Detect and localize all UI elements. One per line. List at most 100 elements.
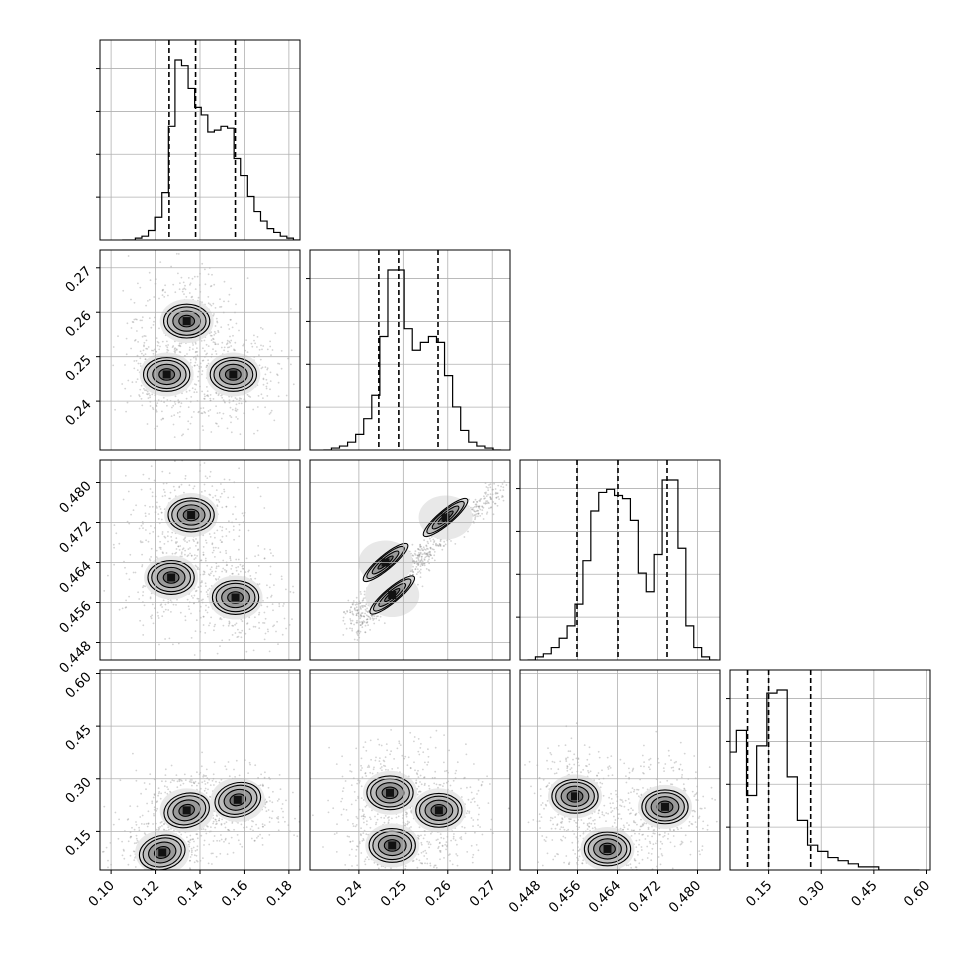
scatter-point <box>406 820 409 823</box>
scatter-point <box>356 609 359 611</box>
scatter-point <box>667 833 670 835</box>
scatter-point <box>174 552 177 555</box>
scatter-point <box>232 334 234 337</box>
scatter-point <box>229 414 232 417</box>
scatter-point <box>213 313 215 315</box>
scatter-point <box>423 855 426 857</box>
scatter-point <box>160 518 163 521</box>
scatter-point <box>181 434 183 437</box>
scatter-point <box>351 627 353 630</box>
scatter-point <box>221 570 224 573</box>
scatter-point <box>179 405 182 408</box>
scatter-point <box>383 881 385 883</box>
scatter-point <box>242 564 245 567</box>
scatter-point <box>282 605 284 607</box>
scatter-point <box>123 560 125 563</box>
scatter-point <box>420 841 423 844</box>
scatter-point <box>195 358 198 361</box>
scatter-point <box>179 545 182 547</box>
scatter-point <box>475 844 478 846</box>
scatter-point <box>157 617 160 619</box>
scatter-point <box>282 816 284 819</box>
scatter-point <box>212 398 215 400</box>
density-peak <box>162 370 171 379</box>
scatter-point <box>379 615 382 618</box>
scatter-point <box>352 613 355 616</box>
scatter-point <box>355 621 358 624</box>
scatter-point <box>226 853 229 856</box>
scatter-point <box>227 323 230 326</box>
scatter-point <box>477 789 480 792</box>
scatter-point <box>488 502 490 504</box>
scatter-point <box>260 393 263 396</box>
scatter-point <box>170 873 172 875</box>
scatter-point <box>209 795 211 798</box>
scatter-point <box>190 877 192 879</box>
scatter-point <box>460 836 463 838</box>
scatter-point <box>410 809 413 812</box>
scatter-point <box>216 822 218 825</box>
scatter-point <box>465 753 468 756</box>
scatter-point <box>159 261 162 263</box>
scatter-point <box>222 412 225 415</box>
scatter-point <box>637 850 639 853</box>
scatter-point <box>169 781 172 784</box>
scatter-point <box>207 606 210 609</box>
scatter-point <box>489 486 492 489</box>
scatter-point <box>379 873 381 875</box>
scatter-point <box>194 630 197 632</box>
scatter-point <box>187 277 190 279</box>
scatter-point <box>171 346 174 348</box>
scatter-point <box>180 276 183 279</box>
scatter-point <box>227 624 230 627</box>
panel-frame <box>309 459 511 661</box>
scatter-point <box>356 632 359 635</box>
scatter-point <box>249 396 252 398</box>
scatter-point <box>238 467 241 470</box>
scatter-point <box>220 305 223 308</box>
scatter-point <box>437 845 440 848</box>
scatter-point <box>412 859 415 862</box>
scatter-point <box>554 816 556 818</box>
scatter-point <box>489 506 492 509</box>
scatter-point <box>177 272 179 275</box>
scatter-point <box>129 395 132 397</box>
scatter-point <box>272 790 274 793</box>
scatter-point <box>189 282 192 285</box>
scatter-point <box>205 542 208 544</box>
scatter-point <box>234 349 237 352</box>
scatter-point <box>294 817 296 820</box>
scatter-point <box>211 543 214 546</box>
scatter-point <box>146 393 149 396</box>
scatter-point <box>252 820 255 823</box>
scatter-point <box>218 819 220 822</box>
scatter-point <box>265 801 268 804</box>
scatter-point <box>215 353 218 355</box>
scatter-point <box>191 784 193 787</box>
scatter-point <box>419 774 422 777</box>
scatter-point <box>412 872 414 874</box>
scatter-point <box>372 619 375 621</box>
scatter-point <box>162 599 165 602</box>
panels: 0.240.250.260.270.4480.4560.4640.4720.48… <box>56 39 933 916</box>
scatter-point <box>220 823 223 825</box>
scatter-point <box>646 845 649 848</box>
scatter-point <box>348 854 351 856</box>
scatter-point <box>103 590 106 592</box>
scatter-point <box>391 875 393 877</box>
scatter-point <box>636 823 638 826</box>
scatter-point <box>485 513 488 515</box>
scatter-point <box>142 473 145 476</box>
scatter-point <box>205 366 208 369</box>
scatter-point <box>215 578 218 581</box>
scatter-point <box>375 756 377 759</box>
scatter-point <box>153 296 156 298</box>
scatter-point <box>236 408 239 411</box>
scatter-point <box>469 786 472 789</box>
scatter-point <box>220 417 223 420</box>
scatter-point <box>240 397 243 400</box>
scatter-point <box>443 540 446 543</box>
scatter-point <box>219 551 222 554</box>
scatter-point <box>557 813 560 816</box>
scatter-point <box>416 563 418 565</box>
